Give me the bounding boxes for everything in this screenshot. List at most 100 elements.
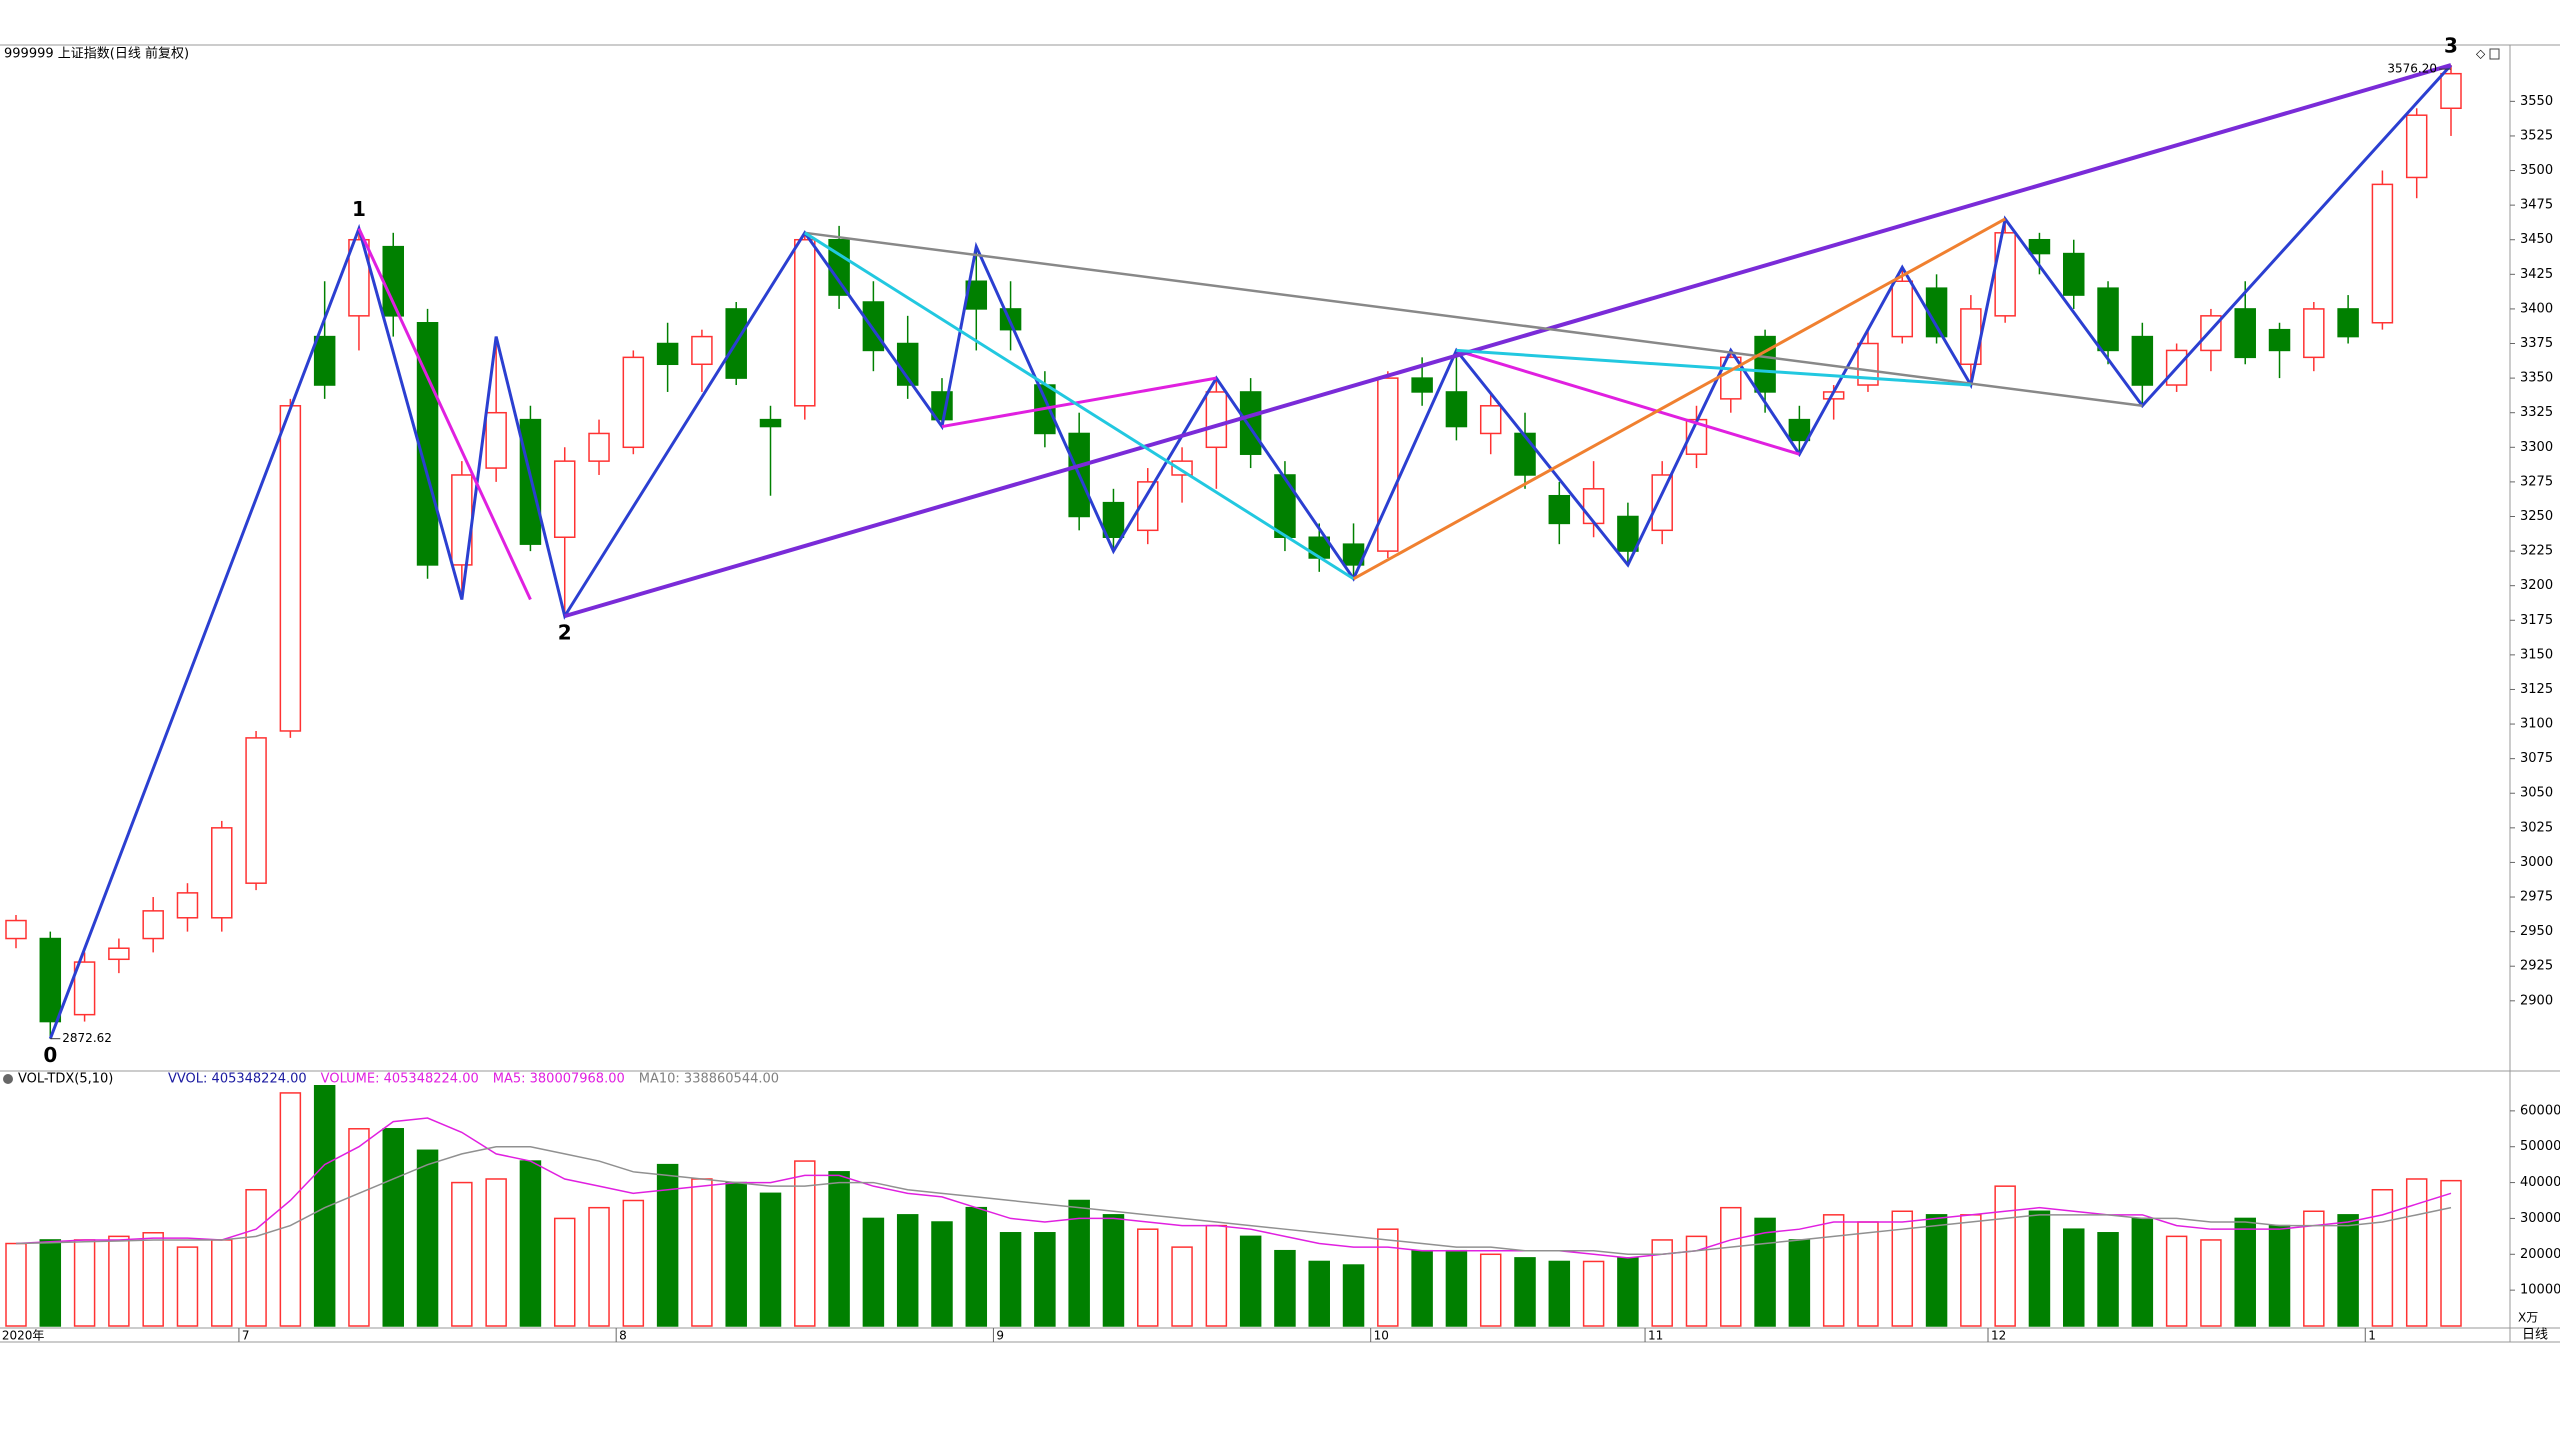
volume-bar	[2200, 1239, 2222, 1327]
volume-tick-label: 60000	[2520, 1103, 2560, 1118]
volume-ma-line	[15, 1117, 2452, 1259]
volume-bar	[382, 1128, 405, 1327]
y-tick-label: 3325	[2520, 405, 2553, 420]
volume-unit: X万	[2518, 1311, 2538, 1325]
x-tick-label: 10	[1374, 1329, 1389, 1343]
candle-body	[2440, 72, 2462, 110]
volume-bar	[5, 1242, 27, 1327]
wave-label: 1	[352, 197, 366, 221]
candle-body	[2405, 114, 2428, 179]
volume-readout: MA5: 380007968.00	[493, 1072, 625, 1087]
candle-body	[485, 411, 507, 469]
volume-bar	[965, 1206, 988, 1327]
y-tick-label: 3025	[2520, 820, 2553, 835]
wave-line	[1456, 348, 1971, 387]
volume-bar	[39, 1239, 62, 1327]
volume-tick-label: 30000	[2520, 1211, 2560, 1226]
y-tick-label: 3275	[2520, 474, 2553, 489]
candle-body	[2062, 252, 2085, 296]
volume-tick-label: 20000	[2520, 1247, 2560, 1262]
y-tick-label: 3500	[2520, 163, 2553, 178]
candle-body	[5, 919, 27, 940]
candle-body	[1891, 280, 1914, 338]
y-tick-label: 3000	[2520, 855, 2553, 870]
volume-bar	[931, 1221, 953, 1327]
volume-bar	[1891, 1210, 1914, 1327]
candle-body	[1377, 377, 1399, 552]
candle-body	[656, 342, 679, 366]
x-tick-label: 9	[996, 1329, 1004, 1343]
candle-body	[2234, 308, 2256, 359]
candle-body	[828, 238, 850, 296]
candle-body	[2371, 183, 2394, 324]
icon-window[interactable]	[2489, 48, 2500, 60]
x-tick-label: 11	[1648, 1329, 1663, 1343]
y-tick-label: 3550	[2520, 94, 2553, 109]
candle-body	[2337, 308, 2359, 338]
volume-bar	[211, 1239, 233, 1327]
volume-bar	[1720, 1206, 1742, 1327]
volume-bar	[1205, 1224, 1228, 1327]
wave-line	[1455, 348, 1800, 456]
candle-body	[1651, 474, 1673, 532]
volume-bar	[999, 1232, 1022, 1327]
volume-bar	[142, 1232, 164, 1327]
candle-body	[313, 335, 336, 386]
volume-bar	[1994, 1185, 2016, 1327]
y-tick-label: 3050	[2520, 786, 2553, 801]
candle-body	[1171, 460, 1193, 476]
y-tick-label: 3425	[2520, 267, 2553, 282]
volume-bar	[1925, 1214, 1948, 1327]
volume-bar	[1342, 1264, 1365, 1327]
wave-line	[804, 231, 1355, 581]
y-tick-label: 2950	[2520, 924, 2553, 939]
volume-bar	[1822, 1214, 1845, 1327]
volume-bar	[1308, 1260, 1330, 1327]
wave-label: 2	[558, 621, 572, 645]
y-tick-label: 3225	[2520, 544, 2553, 559]
volume-bar	[1411, 1249, 1433, 1327]
volume-bar	[2303, 1210, 2325, 1327]
candle-body	[1479, 405, 1502, 435]
icon-diamond[interactable]: ◇	[2476, 47, 2486, 61]
volume-bar	[725, 1181, 747, 1327]
volume-bar	[73, 1239, 96, 1327]
volume-bar	[553, 1217, 576, 1327]
candle-body	[2303, 308, 2325, 359]
candle-body	[2097, 287, 2119, 352]
volume-bar	[691, 1178, 713, 1327]
candle-body	[1617, 515, 1639, 552]
volume-bar	[1445, 1249, 1468, 1327]
candle-body	[279, 405, 302, 732]
candle-body	[348, 238, 370, 317]
extreme-label: 2872.62	[62, 1031, 112, 1045]
volume-bar	[1960, 1214, 1982, 1327]
indicator-icon[interactable]	[3, 1074, 13, 1084]
x-tick-label: 7	[242, 1329, 250, 1343]
candle-body	[142, 910, 164, 940]
volume-bar	[1582, 1260, 1605, 1327]
volume-bar	[348, 1128, 370, 1327]
volume-bar	[1239, 1235, 1262, 1327]
volume-bar	[794, 1160, 816, 1327]
volume-ma-line	[15, 1145, 2452, 1256]
candle-body	[1582, 488, 1605, 525]
volume-bar	[1137, 1228, 1159, 1327]
volume-bar	[2028, 1210, 2051, 1327]
extreme-label: 3576.20	[2387, 62, 2437, 76]
volume-bar	[1857, 1221, 1879, 1327]
wave-line	[804, 231, 2143, 408]
volume-bar	[2062, 1228, 2085, 1327]
volume-bar	[896, 1214, 919, 1327]
volume-bar	[2234, 1217, 2256, 1327]
wave-line	[357, 228, 532, 601]
candle-body	[1411, 377, 1433, 393]
volume-bar	[1651, 1239, 1673, 1327]
y-tick-label: 3450	[2520, 232, 2553, 247]
volume-bar	[1034, 1232, 1056, 1327]
wave-line	[48, 64, 2453, 1040]
candle-body	[759, 418, 782, 428]
candle-body	[622, 356, 645, 449]
candle-body	[176, 892, 199, 919]
volume-tick-label: 40000	[2520, 1175, 2560, 1190]
